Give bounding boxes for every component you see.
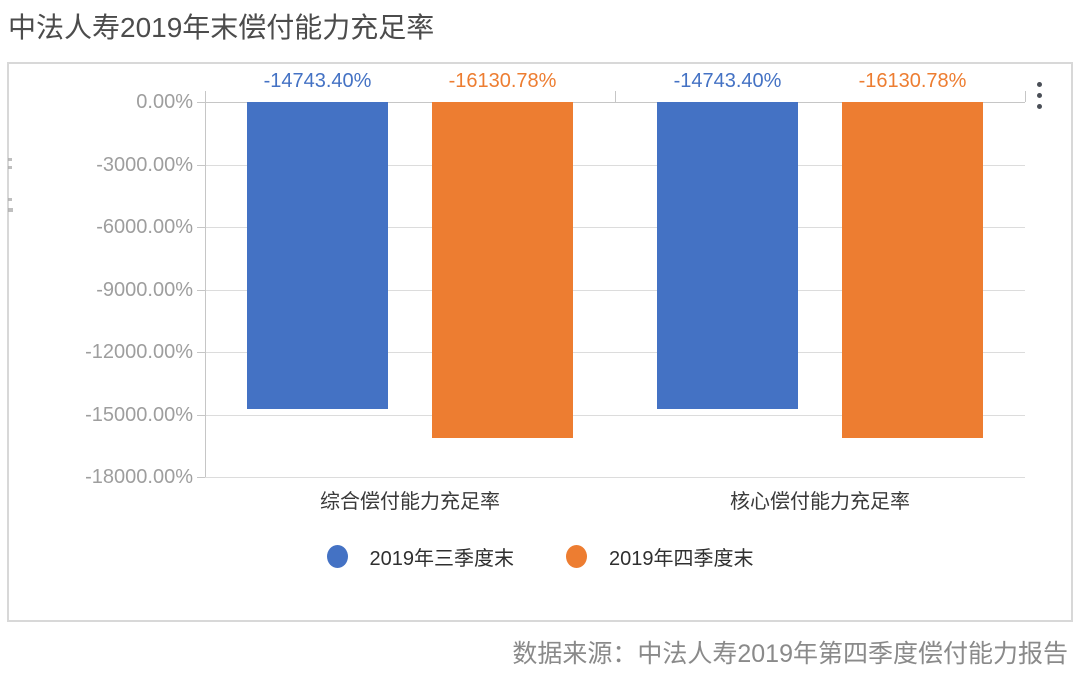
y-axis-tick-label: -15000.00%: [85, 403, 193, 426]
legend-item-0[interactable]: 2019年三季度末: [326, 542, 515, 571]
chart-legend: 2019年三季度末 2019年四季度末: [9, 542, 1071, 571]
y-axis-tick-label: -12000.00%: [85, 341, 193, 363]
y-axis-tick-label: -18000.00%: [85, 466, 193, 488]
x-axis-boundary-tick: [205, 91, 206, 102]
kebab-dot: [1037, 82, 1042, 87]
y-axis-tick-label: -9000.00%: [96, 278, 193, 301]
zero-axis-line: [205, 102, 1025, 103]
page-title: 中法人寿2019年末偿付能力充足率: [8, 12, 435, 43]
gridline: [205, 227, 1025, 228]
y-axis-tick: [197, 352, 205, 353]
x-axis-boundary-tick: [615, 91, 616, 102]
x-axis-category-label: 综合偿付能力充足率: [320, 491, 500, 513]
data-source-note: 数据来源：中法人寿2019年第四季度偿付能力报告: [512, 640, 1068, 668]
y-axis-tick-label: -6000.00%: [96, 216, 193, 238]
chart-card: 0.00% -3000.00% -6000.00% -9000.00% -12000.0…: [7, 62, 1073, 622]
x-axis-category-label: 核心偿付能力充足率: [730, 491, 910, 513]
y-axis-tick-label: 0.00%: [136, 91, 193, 113]
gridline: [205, 352, 1025, 353]
bar-2019年三季度末-核心偿付能力充足率: [657, 102, 798, 410]
y-axis-tick: [197, 227, 205, 228]
gridline: [205, 289, 1025, 291]
y-axis-tick: [197, 477, 205, 478]
bar-2019年四季度末-综合偿付能力充足率: [432, 102, 573, 439]
x-axis-boundary-tick: [1025, 91, 1026, 102]
gridline: [205, 414, 1025, 416]
y-axis-line: [205, 102, 206, 477]
kebab-dot: [1037, 104, 1042, 109]
plot-area: 0.00% -3000.00% -6000.00% -9000.00% -12000.0…: [9, 64, 1071, 620]
bar-value-label: -16130.78%: [858, 70, 967, 92]
legend-item-1[interactable]: 2019年四季度末: [566, 542, 754, 571]
bar-value-label: -14743.40%: [263, 70, 372, 92]
legend-marker-icon: [326, 545, 348, 568]
gridline: [205, 477, 1025, 478]
kebab-menu-icon[interactable]: [1035, 80, 1044, 111]
kebab-dot: [1037, 93, 1042, 98]
y-axis-tick: [197, 289, 205, 291]
y-axis-tick: [197, 164, 205, 166]
y-axis-tick: [197, 414, 205, 416]
bar-value-label: -14743.40%: [673, 70, 782, 92]
legend-label: 2019年三季度末: [369, 548, 515, 570]
bar-2019年三季度末-综合偿付能力充足率: [247, 102, 388, 410]
y-axis-tick-label: -3000.00%: [96, 153, 193, 176]
y-axis-tick: [197, 102, 205, 103]
legend-label: 2019年四季度末: [609, 548, 754, 570]
bar-2019年四季度末-核心偿付能力充足率: [842, 102, 983, 439]
bar-value-label: -16130.78%: [448, 70, 557, 92]
gridline: [205, 164, 1025, 166]
legend-marker-icon: [566, 545, 587, 568]
